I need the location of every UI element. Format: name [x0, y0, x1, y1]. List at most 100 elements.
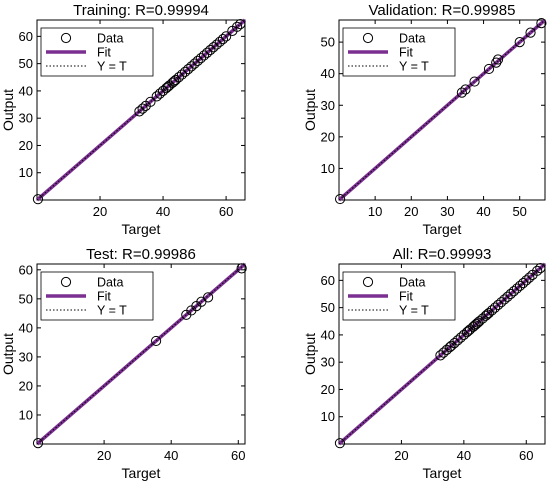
legend-label-identity: Y = T: [97, 60, 127, 74]
data-point: [151, 91, 162, 102]
data-point: [176, 69, 188, 80]
panel-title: All: R=0.99993: [393, 246, 492, 263]
y-tick-label: 10: [321, 409, 335, 424]
data-point: [511, 283, 523, 294]
identity-line: [338, 263, 546, 445]
panel-title: Validation: R=0.99985: [369, 2, 516, 19]
x-tick-label: 30: [440, 204, 454, 219]
legend-label-identity: Y = T: [399, 304, 429, 318]
identity-line: [338, 19, 546, 201]
y-tick-label: 20: [19, 378, 33, 393]
data-point: [183, 63, 194, 75]
y-tick-label: 20: [321, 382, 335, 397]
y-tick-label: 50: [19, 291, 33, 306]
y-tick-label: 20: [321, 129, 335, 144]
data-point: [232, 21, 243, 32]
data-point: [446, 340, 457, 351]
legend-data-marker: [362, 276, 374, 288]
data-point: [493, 299, 504, 311]
legend-label-data: Data: [97, 32, 123, 46]
legend-label-data: Data: [399, 276, 425, 290]
x-tick-label: 60: [231, 448, 245, 463]
y-tick-label: 10: [19, 407, 33, 422]
y-axis-label: Output: [0, 89, 16, 131]
y-tick-label: 50: [19, 56, 33, 71]
legend-label-data: Data: [97, 276, 123, 290]
y-tick-label: 20: [19, 138, 33, 153]
data-point: [435, 350, 446, 361]
data-point: [167, 77, 178, 88]
y-tick-label: 60: [19, 29, 33, 44]
y-tick-label: 40: [19, 320, 33, 335]
data-point: [535, 262, 546, 274]
y-tick-label: 40: [19, 83, 33, 98]
data-point: [456, 87, 467, 98]
data-point: [524, 272, 535, 283]
identity-line: [36, 19, 246, 201]
y-tick-label: 50: [321, 35, 335, 50]
y-tick-label: 30: [321, 355, 335, 370]
data-point: [536, 18, 547, 29]
data-point: [170, 74, 181, 86]
legend-label-fit: Fit: [97, 290, 111, 304]
data-point: [334, 438, 346, 449]
data-point: [455, 332, 466, 343]
legend-label-fit: Fit: [399, 46, 413, 60]
data-point: [198, 50, 210, 61]
data-point: [521, 275, 532, 286]
data-point: [461, 327, 473, 338]
data-point: [214, 36, 225, 47]
data-point: [449, 337, 460, 349]
legend-data-marker: [60, 276, 72, 288]
data-point: [150, 335, 162, 347]
data-point: [192, 55, 203, 67]
x-tick-label: 60: [219, 204, 233, 219]
data-point: [489, 302, 501, 313]
data-point: [518, 277, 529, 289]
data-point: [499, 294, 510, 305]
data-point: [474, 316, 485, 327]
y-axis-label: Output: [302, 333, 318, 375]
data-point: [514, 37, 525, 48]
x-axis-label: Target: [122, 465, 161, 481]
data-point: [236, 263, 247, 274]
data-point: [208, 42, 219, 53]
legend-label-fit: Fit: [97, 46, 111, 60]
data-point: [514, 280, 526, 291]
legend-data-marker: [60, 32, 72, 44]
data-point: [532, 265, 543, 276]
data-point: [525, 27, 536, 38]
data-point: [491, 57, 502, 68]
x-axis-label: Target: [423, 221, 462, 237]
identity-line: [36, 263, 246, 445]
y-tick-label: 60: [321, 273, 335, 288]
data-point: [205, 44, 216, 56]
data-point: [154, 88, 166, 99]
y-tick-label: 40: [321, 327, 335, 342]
data-point: [145, 96, 156, 107]
data-point: [492, 54, 504, 65]
data-point: [217, 33, 229, 45]
data-point: [32, 438, 44, 449]
y-tick-label: 10: [19, 165, 33, 180]
x-tick-label: 60: [519, 448, 533, 463]
data-point: [173, 72, 184, 83]
data-point: [195, 53, 206, 64]
data-point: [452, 335, 463, 346]
panel-title: Training: R=0.99994: [73, 2, 209, 19]
data-point: [496, 297, 507, 308]
y-tick-label: 50: [321, 300, 335, 315]
legend-label-identity: Y = T: [97, 304, 127, 318]
data-point: [486, 305, 498, 316]
data-point: [134, 106, 145, 117]
x-axis-label: Target: [122, 221, 161, 237]
x-tick-label: 20: [97, 448, 111, 463]
data-point: [202, 292, 214, 303]
data-point: [180, 66, 191, 77]
